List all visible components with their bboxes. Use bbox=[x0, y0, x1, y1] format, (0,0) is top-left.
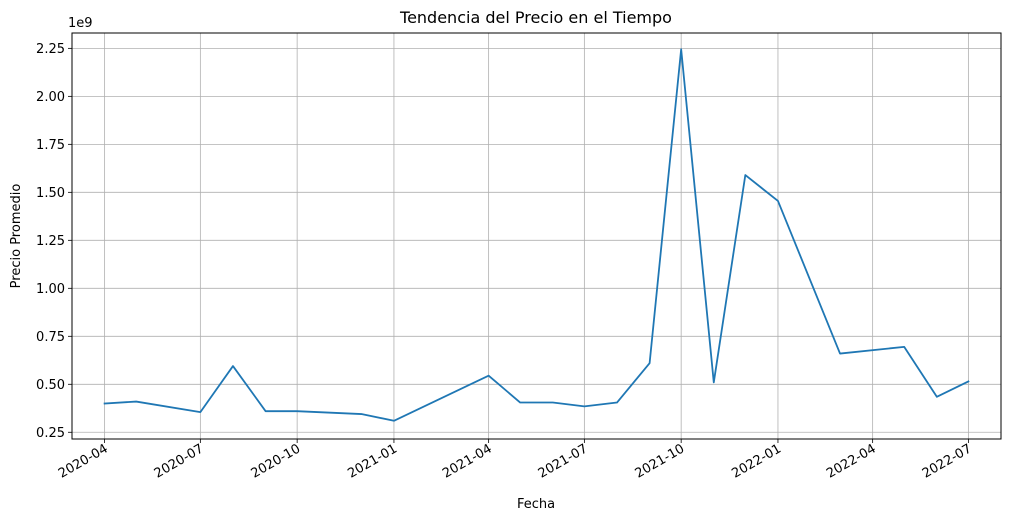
x-tick-label: 2020-10 bbox=[249, 441, 304, 481]
series-line-layer bbox=[103, 48, 970, 422]
series-line bbox=[103, 48, 970, 422]
y-tick-label: 1.75 bbox=[36, 138, 65, 153]
y-tick-label: 1.50 bbox=[36, 186, 65, 201]
y-axis-ticks: 0.25 0.50 0.75 1.00 1.25 1.50 1.75 2.00 2.25 bbox=[36, 42, 72, 441]
x-tick-label: 2022-01 bbox=[729, 441, 784, 481]
x-axis-ticks: 2020-04 2020-07 2020-10 2021-01 2021-04 2021-… bbox=[56, 439, 974, 482]
y-tick-label: 2.25 bbox=[36, 42, 65, 57]
x-tick-label: 2020-04 bbox=[56, 441, 111, 481]
chart-title: Tendencia del Precio en el Tiempo bbox=[399, 8, 672, 27]
y-tick-label: 0.75 bbox=[36, 330, 65, 345]
x-tick-label: 2022-07 bbox=[920, 441, 975, 481]
x-tick-label: 2021-07 bbox=[536, 441, 591, 481]
y-tick-label: 0.25 bbox=[36, 426, 65, 441]
x-tick-label: 2021-10 bbox=[633, 441, 688, 481]
x-tick-label: 2021-04 bbox=[440, 441, 495, 481]
plot-frame bbox=[71, 32, 1002, 440]
y-offset-label: 1e9 bbox=[68, 16, 93, 31]
y-tick-label: 2.00 bbox=[36, 90, 65, 105]
x-tick-label: 2021-01 bbox=[345, 441, 400, 481]
x-axis-title: Fecha bbox=[517, 497, 555, 512]
grid bbox=[72, 33, 1001, 439]
x-tick-label: 2022-04 bbox=[824, 441, 879, 481]
y-tick-label: 1.25 bbox=[36, 234, 65, 249]
y-tick-label: 1.00 bbox=[36, 282, 65, 297]
x-tick-label: 2020-07 bbox=[152, 441, 207, 481]
y-axis-title: Precio Promedio bbox=[9, 184, 24, 289]
y-tick-label: 0.50 bbox=[36, 378, 65, 393]
